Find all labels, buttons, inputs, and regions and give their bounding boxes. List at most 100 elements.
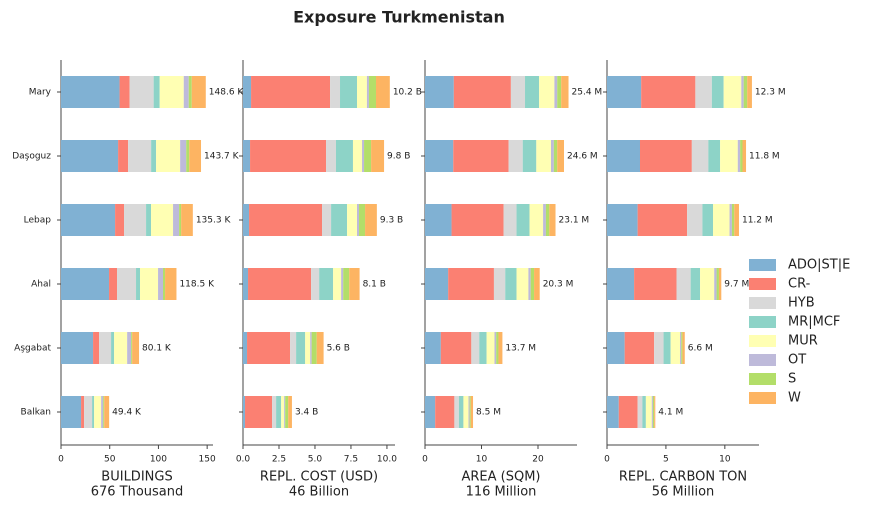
bar-segment — [132, 332, 140, 364]
bar-segment — [607, 332, 625, 364]
legend-swatch — [749, 392, 776, 404]
total-label: 11.2 M — [742, 216, 773, 226]
bar-segment — [156, 140, 181, 172]
legend-swatch — [749, 278, 776, 290]
bar-segment — [607, 396, 619, 428]
x-tick-label: 5 — [663, 455, 669, 465]
bar-segment — [173, 204, 180, 236]
total-label: 25.4 M — [572, 88, 603, 98]
bar-segment — [119, 76, 130, 108]
bar-segment — [496, 332, 499, 364]
x-tick-label: 20 — [532, 455, 544, 465]
bar-segment — [243, 268, 249, 300]
x-axis-label: AREA (SQM) — [461, 470, 540, 485]
bar-segment — [425, 332, 441, 364]
bar-segment — [248, 268, 312, 300]
bar-segment — [561, 76, 569, 108]
bar-segment — [101, 396, 104, 428]
y-tick-label: Ahal — [31, 280, 51, 290]
total-label: 8.5 M — [476, 408, 501, 418]
bar-segment — [723, 76, 742, 108]
y-tick-label: Aşgabat — [14, 344, 51, 354]
x-axis-label: BUILDINGS — [101, 470, 172, 485]
bar-segment — [425, 268, 449, 300]
bar-segment — [362, 140, 365, 172]
bar-segment — [61, 140, 119, 172]
bar-segment — [288, 396, 292, 428]
x-tick-label: 10 — [476, 455, 488, 465]
bar-segment — [285, 396, 289, 428]
bar-segment — [451, 204, 504, 236]
total-label: 148.6 K — [209, 88, 245, 98]
bar-segment — [453, 76, 511, 108]
total-label: 24.6 M — [567, 152, 598, 162]
bar-segment — [61, 76, 120, 108]
total-label: 3.4 B — [295, 408, 318, 418]
bar-segment — [319, 268, 334, 300]
bar-segment — [103, 396, 105, 428]
bar-segment — [131, 332, 133, 364]
bar-segment — [729, 204, 732, 236]
bar-segment — [165, 268, 177, 300]
bar-segment — [326, 140, 336, 172]
bar-segment — [435, 396, 455, 428]
x-tick-label: 0 — [604, 455, 610, 465]
bar-segment — [81, 396, 85, 428]
bar-segment — [454, 396, 459, 428]
bar-segment — [425, 204, 452, 236]
bar-segment — [322, 204, 332, 236]
legend-swatch — [749, 316, 776, 328]
bar-segment — [272, 396, 277, 428]
bar-segment — [61, 396, 82, 428]
bar-segment — [425, 396, 436, 428]
x-tick-label: 10 — [719, 455, 731, 465]
bar-segment — [158, 268, 164, 300]
bar-segment — [163, 268, 166, 300]
x-tick-label: 0 — [58, 455, 64, 465]
bar-segment — [702, 204, 714, 236]
x-axis-label: REPL. COST (USD) — [260, 470, 378, 485]
bar-segment — [471, 332, 480, 364]
bar-segment — [470, 396, 474, 428]
legend-label: ADO|ST|E — [788, 258, 850, 273]
total-label: 135.3 K — [196, 216, 232, 226]
bar-segment — [695, 76, 712, 108]
bar-segment — [84, 396, 93, 428]
bar-segment — [153, 76, 160, 108]
bar-segment — [637, 204, 688, 236]
legend-label: CR- — [788, 277, 811, 292]
total-label: 118.5 K — [179, 280, 215, 290]
total-label: 143.7 K — [204, 152, 240, 162]
x-tick-label: 0 — [422, 455, 428, 465]
bar-segment — [311, 332, 317, 364]
total-label: 80.1 K — [142, 344, 172, 354]
x-axis-sublabel: 676 Thousand — [91, 485, 184, 500]
bar-segment — [109, 268, 118, 300]
total-label: 5.6 B — [327, 344, 350, 354]
bar-segment — [453, 140, 509, 172]
bar-segment — [93, 332, 100, 364]
bar-segment — [718, 268, 722, 300]
bar-segment — [734, 204, 739, 236]
bar-segment — [525, 76, 540, 108]
bar-segment — [682, 332, 685, 364]
bar-segment — [99, 332, 112, 364]
bar-segment — [181, 204, 193, 236]
bar-segment — [61, 268, 110, 300]
bar-segment — [545, 204, 550, 236]
bar-segment — [641, 76, 696, 108]
legend-swatch — [749, 354, 776, 366]
bar-segment — [691, 140, 709, 172]
x-axis-sublabel: 46 Billion — [289, 485, 349, 500]
bar-segment — [311, 268, 320, 300]
total-label: 10.2 B — [393, 88, 422, 98]
bar-segment — [366, 76, 369, 108]
bar-segment — [557, 76, 562, 108]
legend-swatch — [749, 373, 776, 385]
total-label: 13.7 M — [505, 344, 536, 354]
bar-segment — [536, 140, 552, 172]
bar-segment — [747, 76, 752, 108]
bar-segment — [741, 76, 744, 108]
x-axis-label: REPL. CARBON TON — [619, 470, 747, 485]
bar-segment — [349, 268, 360, 300]
